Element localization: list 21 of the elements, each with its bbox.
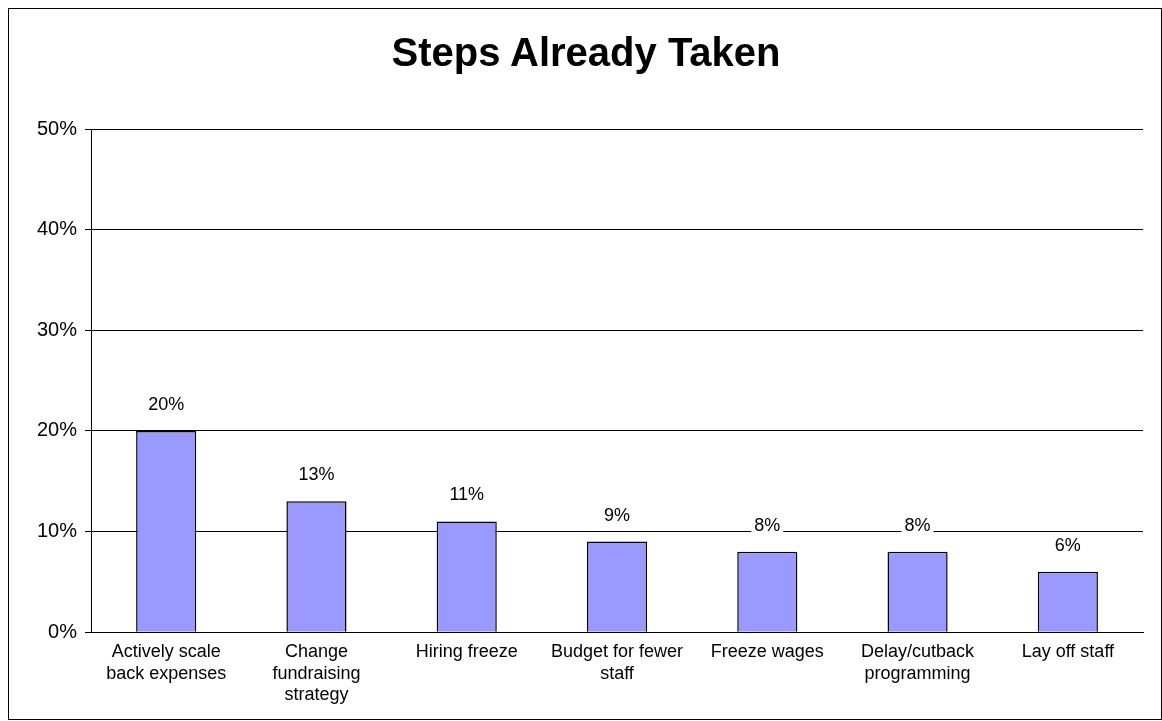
data-label: 8%: [754, 514, 781, 535]
x-tick-label: Hiring freeze: [415, 640, 518, 661]
y-tick-label: 0%: [48, 619, 78, 642]
chart-title: Steps Already Taken: [391, 30, 781, 75]
x-tick-label: Budget for fewer staff: [550, 640, 684, 683]
y-tick-label: 40%: [37, 217, 78, 240]
y-tick-label: 20%: [37, 418, 78, 441]
data-label: 8%: [904, 514, 931, 535]
y-tick-label: 30%: [37, 317, 78, 340]
data-label: 9%: [604, 504, 631, 525]
y-tick-label: 50%: [37, 116, 78, 139]
data-label: 6%: [1054, 534, 1081, 555]
data-label: 11%: [449, 484, 485, 505]
data-label: 20%: [148, 393, 185, 414]
x-tick-label: Lay off staff: [1021, 640, 1116, 661]
x-tick-label: Delay/cutback programming: [861, 640, 976, 683]
x-tick-label: Freeze wages: [710, 640, 824, 661]
x-tick-label: Change fundraising strategy: [272, 640, 361, 705]
x-tick-label: Actively scale back expenses: [106, 640, 227, 683]
y-tick-label: 10%: [37, 519, 78, 542]
data-label: 13%: [298, 464, 335, 485]
